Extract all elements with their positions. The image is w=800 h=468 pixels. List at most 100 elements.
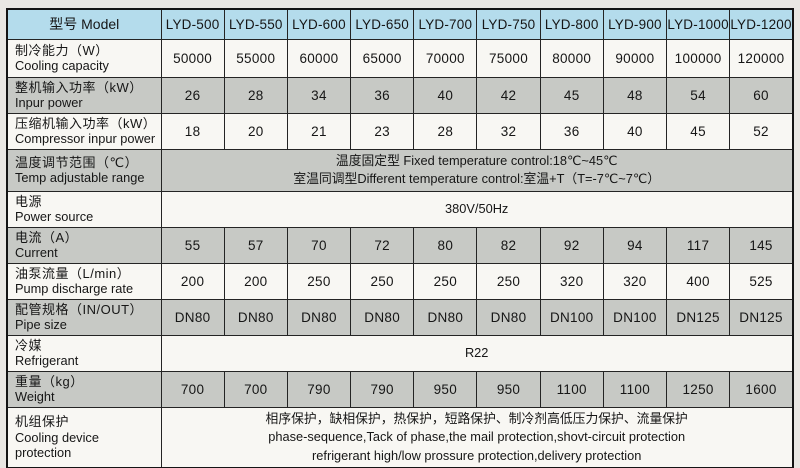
table-row-protection: 机组保护 Cooling device protection 相序保护，缺相保护…	[6, 406, 794, 468]
row-label-zh: 冷媒	[15, 337, 43, 353]
value-cell: DN80	[286, 298, 352, 336]
merged-line: 相序保护，缺相保护，热保护，短路保护、制冷剂高低压力保护、流量保护	[265, 410, 688, 426]
merged-cell-refrigerant: R22	[160, 334, 794, 372]
value-cell: 250	[476, 262, 541, 300]
value-cell: 1250	[665, 370, 731, 408]
row-label-zh: 配管规格（IN/OUT）	[15, 301, 144, 317]
row-label: 制冷能力（W） Cooling capacity	[6, 38, 162, 78]
value-cell: DN80	[223, 298, 288, 336]
header-row: 型号 Model LYD-500 LYD-550 LYD-600 LYD-650…	[6, 8, 794, 40]
row-label: 压缩机输入功率（kW） Compressor inpur power	[6, 112, 162, 150]
value-cell: 18	[160, 112, 225, 150]
value-cell: 320	[602, 262, 668, 300]
row-label: 油泵流量（L/min） Pump discharge rate	[6, 262, 162, 300]
table-row-pipe-size: 配管规格（IN/OUT） Pipe size DN80 DN80 DN80 DN…	[6, 298, 794, 336]
value-cell: 42	[476, 76, 541, 114]
merged-line: refrigerant high/low prossure protection…	[312, 447, 642, 463]
value-cell: 23	[350, 112, 415, 150]
value-cell: 200	[223, 262, 288, 300]
value-cell: DN80	[413, 298, 478, 336]
value-cell: 36	[539, 112, 604, 150]
row-label-zh: 油泵流量（L/min）	[15, 265, 131, 281]
row-label-zh: 重量（kg）	[15, 373, 84, 389]
row-label-zh: 电源	[15, 193, 43, 209]
value-cell: 40	[413, 76, 478, 114]
value-cell: 250	[350, 262, 415, 300]
value-cell: 54	[665, 76, 731, 114]
table-row-temp-range: 温度调节范围（℃） Temp adjustable range 温度固定型 Fi…	[6, 148, 794, 192]
value-cell: 28	[413, 112, 478, 150]
spec-table: 型号 Model LYD-500 LYD-550 LYD-600 LYD-650…	[6, 8, 794, 468]
row-label: 配管规格（IN/OUT） Pipe size	[6, 298, 162, 336]
row-label-en: Inpur power	[15, 95, 83, 111]
value-cell: 200	[160, 262, 225, 300]
merged-cell-power-source: 380V/50Hz	[160, 190, 794, 228]
merged-line: 温度固定型 Fixed temperature control:18℃~45℃	[335, 152, 618, 168]
row-label-en: Power source	[15, 209, 94, 225]
value-cell: 250	[413, 262, 478, 300]
table-row-refrigerant: 冷媒 Refrigerant R22	[6, 334, 794, 372]
value-cell: 80000	[539, 38, 604, 78]
table-row-power-source: 电源 Power source 380V/50Hz	[6, 190, 794, 228]
row-label: 电源 Power source	[6, 190, 162, 228]
value-cell: 26	[160, 76, 225, 114]
value-cell: 70	[286, 226, 352, 264]
value-cell: 120000	[729, 38, 794, 78]
value-cell: 90000	[602, 38, 668, 78]
table-row-weight: 重量（kg） Weight 700 700 790 790 950 950 11…	[6, 370, 794, 408]
model-header: LYD-650	[350, 8, 415, 40]
value-cell: 72	[350, 226, 415, 264]
value-cell: 57	[223, 226, 288, 264]
value-cell: 20	[223, 112, 288, 150]
table-row-input-power: 整机输入功率（kW） Inpur power 26 28 34 36 40 42…	[6, 76, 794, 114]
value-cell: 50000	[160, 38, 225, 78]
model-header: LYD-550	[223, 8, 288, 40]
value-cell: DN80	[476, 298, 541, 336]
row-label-en: Pipe size	[15, 317, 67, 333]
value-cell: 48	[602, 76, 668, 114]
value-cell: 1600	[729, 370, 794, 408]
row-label-zh: 温度调节范围（℃）	[15, 154, 139, 170]
value-cell: 950	[413, 370, 478, 408]
table-row-cooling-capacity: 制冷能力（W） Cooling capacity 50000 55000 600…	[6, 38, 794, 78]
table-row-compressor-input-power: 压缩机输入功率（kW） Compressor inpur power 18 20…	[6, 112, 794, 150]
value-cell: DN125	[665, 298, 731, 336]
merged-line: 室温同调型Different temperature control:室温+T（…	[293, 171, 661, 187]
value-cell: 94	[602, 226, 668, 264]
value-cell: 100000	[665, 38, 731, 78]
value-cell: DN80	[160, 298, 225, 336]
row-label-zh: 机组保护	[15, 414, 70, 430]
value-cell: 92	[539, 226, 604, 264]
model-header: LYD-1000	[665, 8, 731, 40]
merged-line: 380V/50Hz	[445, 200, 509, 216]
row-label-zh: 整机输入功率（kW）	[15, 79, 143, 95]
merged-line: phase-sequence,Tack of phase,the mail pr…	[268, 429, 686, 445]
row-label-en: Current	[15, 245, 58, 261]
merged-cell-temp-range: 温度固定型 Fixed temperature control:18℃~45℃ …	[160, 148, 794, 192]
row-label-zh: 电流（A）	[15, 229, 79, 245]
value-cell: 55	[160, 226, 225, 264]
value-cell: 145	[729, 226, 794, 264]
row-label: 冷媒 Refrigerant	[6, 334, 162, 372]
value-cell: 250	[286, 262, 352, 300]
value-cell: 400	[665, 262, 731, 300]
value-cell: DN125	[729, 298, 794, 336]
model-header: LYD-700	[413, 8, 478, 40]
value-cell: 60000	[286, 38, 352, 78]
value-cell: 28	[223, 76, 288, 114]
model-header: LYD-1200	[729, 8, 794, 40]
merged-cell-protection: 相序保护，缺相保护，热保护，短路保护、制冷剂高低压力保护、流量保护 phase-…	[160, 406, 794, 468]
row-label-en: Pump discharge rate	[15, 281, 134, 297]
table-row-current: 电流（A） Current 55 57 70 72 80 82 92 94 11…	[6, 226, 794, 264]
value-cell: 950	[476, 370, 541, 408]
row-label: 温度调节范围（℃） Temp adjustable range	[6, 148, 162, 192]
value-cell: 52	[729, 112, 794, 150]
value-cell: 700	[223, 370, 288, 408]
value-cell: 45	[665, 112, 731, 150]
value-cell: 70000	[413, 38, 478, 78]
row-label: 整机输入功率（kW） Inpur power	[6, 76, 162, 114]
row-label: 重量（kg） Weight	[6, 370, 162, 408]
value-cell: 45	[539, 76, 604, 114]
value-cell: 700	[160, 370, 225, 408]
model-header: LYD-800	[539, 8, 604, 40]
